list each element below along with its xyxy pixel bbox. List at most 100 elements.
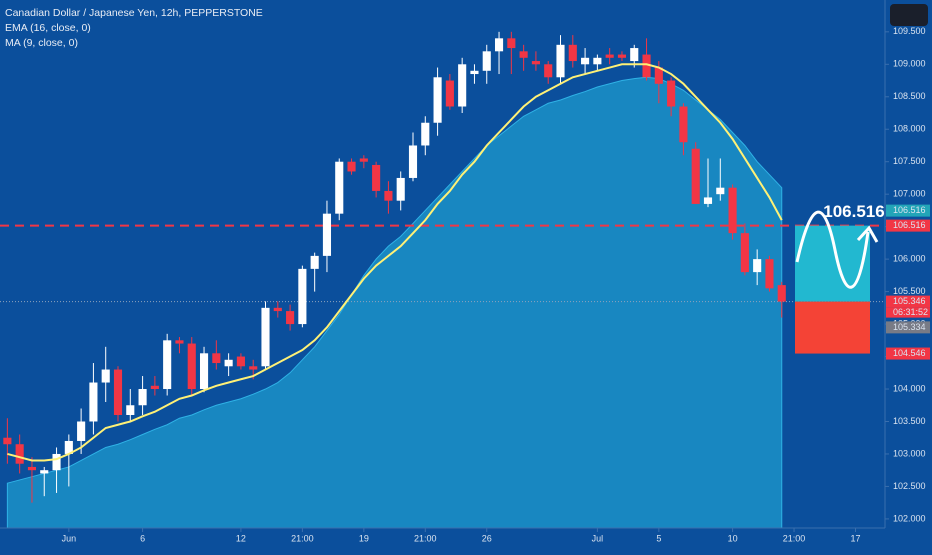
plot: 106.516: [0, 31, 885, 529]
candle-body: [64, 440, 73, 454]
x-tick-label: 21:00: [783, 533, 806, 543]
y-tick-label: 106.000: [893, 254, 926, 264]
menu-button[interactable]: [890, 4, 928, 26]
candle-body: [3, 437, 12, 445]
candle-body: [494, 38, 504, 52]
legend-ma: MA (9, close, 0): [5, 37, 78, 49]
y-tick-label: 103.500: [893, 416, 926, 426]
candle-body: [691, 148, 700, 204]
candle-body: [347, 161, 356, 172]
x-tick-label: 12: [236, 533, 246, 543]
price-label: 105.346: [893, 296, 926, 306]
target-price-label: 106.516: [823, 202, 884, 221]
candle-body: [52, 453, 61, 471]
candle-body: [113, 369, 123, 415]
candle-body: [322, 213, 332, 256]
price-label: 106.516: [893, 205, 926, 215]
price-axis: [885, 0, 932, 550]
candle-body: [433, 77, 442, 123]
candle-body: [740, 233, 749, 273]
candle-body: [273, 307, 282, 312]
candle-body: [249, 366, 258, 370]
candle-body: [470, 70, 479, 75]
candle-body: [581, 57, 590, 65]
candle-body: [224, 359, 233, 367]
y-tick-label: 107.500: [893, 156, 926, 166]
candle-body: [777, 285, 786, 302]
axes: 102.000 102.500 103.000 103.500 104.000 104.5…: [62, 26, 930, 543]
price-label-bg: [886, 295, 930, 308]
candle-body: [703, 197, 713, 204]
candle-body: [335, 161, 344, 214]
price-label-bg: [886, 347, 930, 360]
candle-body: [544, 64, 553, 78]
candle-body: [507, 38, 516, 49]
candle-body: [187, 343, 196, 390]
candle-body: [679, 106, 688, 143]
candle-body: [753, 259, 762, 273]
x-tick-label: 6: [140, 533, 145, 543]
candle-body: [396, 177, 405, 201]
forecast-arrow: [795, 210, 870, 289]
candle-body: [605, 54, 614, 58]
candle-body: [261, 307, 270, 367]
candle-body: [519, 51, 528, 58]
candle-body: [40, 470, 49, 474]
candle-body: [617, 54, 627, 58]
candle-body: [556, 44, 565, 78]
y-tick-label: 102.000: [893, 513, 926, 523]
candle-body: [359, 158, 368, 162]
candle-body: [199, 353, 209, 390]
price-label: 104.546: [893, 348, 926, 358]
candle-body: [531, 61, 540, 65]
x-tick-label: Jun: [62, 533, 77, 543]
candle-body: [716, 187, 725, 195]
candle-body: [138, 389, 147, 406]
y-tick-label: 107.000: [893, 189, 926, 199]
stop-zone: [795, 301, 870, 354]
candle-body: [765, 259, 774, 289]
y-tick-label: 102.500: [893, 481, 926, 491]
chart-title: Canadian Dollar / Japanese Yen, 12h, PEP…: [5, 7, 263, 19]
candle-body: [384, 190, 393, 201]
candle-body: [126, 405, 135, 415]
candle-body: [593, 57, 602, 65]
y-tick-label: 108.000: [893, 124, 926, 134]
x-tick-label: 5: [656, 533, 661, 543]
y-tick-label: 105.500: [893, 286, 926, 296]
x-tick-label: 21:00: [414, 533, 437, 543]
x-tick-label: Jul: [592, 533, 604, 543]
candle-body: [15, 444, 24, 464]
ema-line: [7, 63, 783, 462]
price-label-bg: [886, 219, 930, 232]
candle-body: [175, 340, 184, 344]
y-tick-label: 103.000: [893, 448, 926, 458]
candle-body: [421, 122, 430, 146]
x-tick-label: 10: [728, 533, 738, 543]
candle-body: [445, 80, 454, 107]
candle-body: [298, 268, 307, 325]
candle-body: [482, 51, 491, 71]
price-label-bg: [886, 321, 930, 334]
y-tick-label: 104.000: [893, 383, 926, 393]
candle-body: [372, 164, 381, 191]
candle-body: [728, 187, 737, 234]
price-label: 106.516: [893, 220, 926, 230]
candle-body: [163, 340, 172, 390]
candle-body: [458, 64, 467, 107]
x-tick-label: 17: [850, 533, 860, 543]
candle-body: [642, 54, 651, 78]
candle-body: [101, 369, 110, 383]
x-tick-label: 21:00: [291, 533, 314, 543]
candle-body: [27, 466, 37, 471]
candle-body: [77, 421, 86, 441]
candle-body: [654, 67, 663, 84]
price-label-bg: [886, 204, 930, 217]
y-tick-label: 109.500: [893, 26, 926, 36]
legend-ema: EMA (16, close, 0): [5, 22, 91, 34]
candle-body: [408, 145, 418, 178]
y-tick-label: 109.000: [893, 59, 926, 69]
price-label: 105.334: [893, 322, 926, 332]
